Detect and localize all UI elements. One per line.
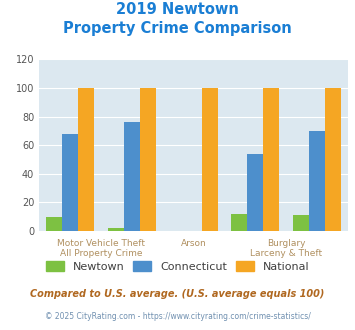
Text: 2019 Newtown: 2019 Newtown [116,2,239,16]
Bar [78,88,94,231]
Bar [309,131,325,231]
Bar [124,122,140,231]
Text: All Property Crime: All Property Crime [60,249,142,258]
Text: Compared to U.S. average. (U.S. average equals 100): Compared to U.S. average. (U.S. average … [30,289,325,299]
Bar [247,154,263,231]
Bar [108,228,124,231]
Bar [231,214,247,231]
Bar [46,217,62,231]
Bar [263,88,279,231]
Legend: Newtown, Connecticut, National: Newtown, Connecticut, National [46,261,309,272]
Text: Larceny & Theft: Larceny & Theft [250,249,322,258]
Bar [325,88,341,231]
Bar [62,134,78,231]
Bar [202,88,218,231]
Text: © 2025 CityRating.com - https://www.cityrating.com/crime-statistics/: © 2025 CityRating.com - https://www.city… [45,312,310,321]
Text: Arson: Arson [181,239,206,248]
Text: Motor Vehicle Theft: Motor Vehicle Theft [57,239,145,248]
Bar [140,88,156,231]
Bar [293,215,309,231]
Text: Property Crime Comparison: Property Crime Comparison [63,21,292,36]
Text: Burglary: Burglary [267,239,305,248]
